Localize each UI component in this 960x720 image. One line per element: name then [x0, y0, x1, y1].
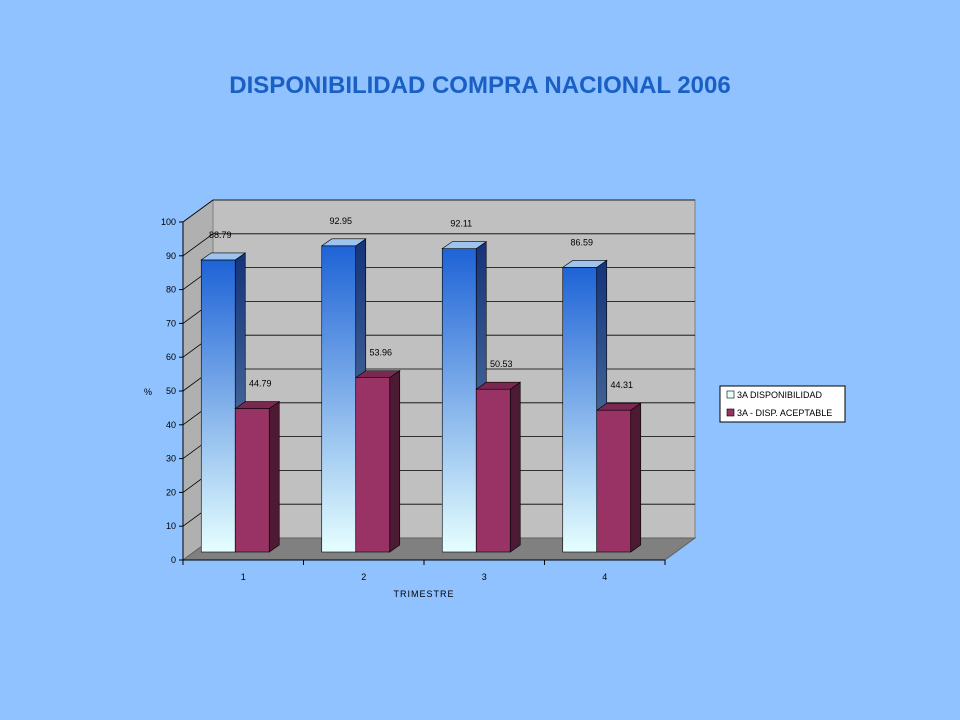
x-tick-label: 2: [361, 572, 366, 582]
data-label: 92.11: [450, 219, 472, 229]
bar-side: [268, 401, 280, 553]
y-tick-label: 100: [161, 217, 176, 227]
legend-box: [719, 385, 846, 423]
y-tick-label: 50: [166, 386, 176, 396]
data-label: 53.96: [369, 348, 392, 358]
axes-group: 0 10 20 30 40 50 60 70 80 90 100 1 2 3 4 TRIMESTRE%: [144, 217, 666, 599]
legend-label-aceptable: 3A - DISP. ACEPTABLE: [737, 408, 832, 418]
legend-swatch-aceptable: [726, 408, 735, 417]
data-label: 88.79: [209, 230, 232, 240]
bar-top: [561, 260, 608, 268]
y-tick-label: 20: [166, 487, 176, 497]
bar-top: [320, 238, 367, 247]
x-tick-label: 3: [482, 572, 487, 582]
data-label: 44.31: [610, 380, 633, 390]
bar-front: [596, 409, 632, 553]
y-axis-title: %: [144, 387, 152, 397]
bar-front: [234, 408, 270, 553]
y-tick-label: 10: [166, 521, 176, 531]
bar-front: [321, 245, 357, 553]
bar-front: [475, 388, 511, 553]
y-tick-label: 60: [166, 352, 176, 362]
bar-front: [200, 259, 236, 553]
x-tick-label: 4: [602, 572, 607, 582]
y-tick-label: 80: [166, 285, 176, 295]
bar-top: [354, 370, 401, 378]
gridline: [182, 199, 695, 223]
legend-swatch-disponibilidad: [726, 390, 735, 399]
y-tick-label: 70: [166, 318, 176, 328]
x-axis-title: TRIMESTRE: [393, 589, 454, 599]
bar-top: [200, 252, 247, 261]
gridline: [182, 233, 695, 257]
y-tick-label: 30: [166, 454, 176, 464]
data-label: 92.95: [329, 216, 352, 226]
legend-label-disponibilidad: 3A DISPONIBILIDAD: [737, 390, 823, 400]
y-tick-label: 0: [171, 555, 176, 565]
data-label: 44.79: [249, 379, 272, 389]
bar-top: [441, 241, 488, 249]
bar-front: [562, 267, 598, 553]
x-tick-label: 1: [241, 572, 246, 582]
slide-title: DISPONIBILIDAD COMPRA NACIONAL 2006: [229, 72, 731, 99]
y-tick-label: 40: [166, 420, 176, 430]
bar-front: [355, 377, 391, 553]
bar-side: [630, 402, 642, 553]
legend: 3A DISPONIBILIDAD 3A - DISP. ACEPTABLE: [719, 385, 846, 423]
data-label: 50.53: [490, 359, 513, 369]
bar-top: [234, 401, 281, 409]
bar-front: [441, 248, 477, 553]
bar-side: [389, 370, 401, 553]
bar-top: [475, 381, 522, 390]
bar-top: [595, 402, 642, 411]
y-tick-label: 90: [166, 251, 176, 261]
bars-group: 88.79 44.79 92.95 53.96 92.11 50.53 86.59 44.31: [200, 216, 642, 553]
data-label: 86.59: [570, 237, 593, 247]
bar-side: [509, 381, 521, 553]
